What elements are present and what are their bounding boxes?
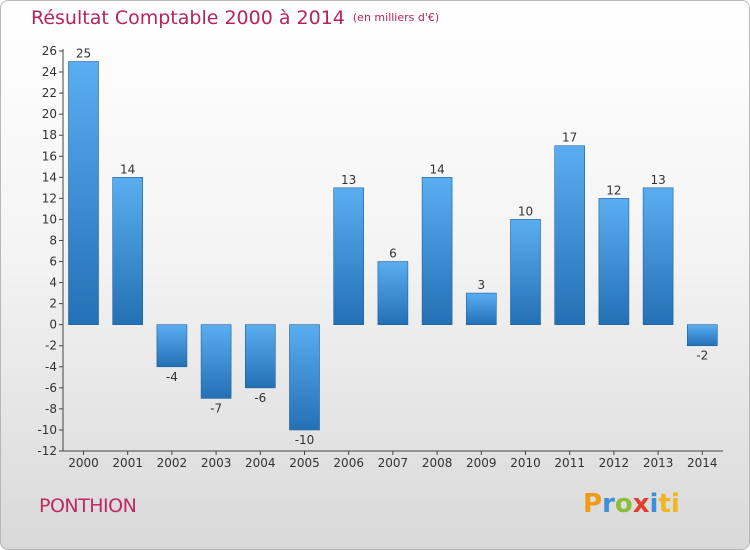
y-tick-label: 24 [42, 65, 57, 79]
y-tick-label: 10 [42, 212, 57, 226]
chart-title-text: Résultat Comptable 2000 à 2014 [31, 7, 345, 29]
data-label-2007: 6 [389, 247, 397, 261]
proxiti-logo: Proxiti [583, 489, 680, 519]
bar-2007 [377, 261, 409, 325]
y-tick-label: 20 [42, 107, 57, 121]
chart-title: Résultat Comptable 2000 à 2014 (en millie… [31, 7, 439, 29]
x-tick-label: 2010 [510, 456, 541, 470]
x-tick-label: 2003 [201, 456, 232, 470]
bar-2011 [554, 145, 586, 325]
bars [68, 61, 718, 431]
y-tick-label: 14 [42, 170, 57, 184]
y-tick-label: -4 [45, 360, 57, 374]
x-tick-label: 2002 [157, 456, 188, 470]
y-tick-label: -10 [37, 423, 57, 437]
x-axis: 2000 2001 2002 2003 2004 2005 2006 2007 2008 2009… [63, 450, 723, 470]
bar-2005 [289, 324, 320, 431]
bar-2000 [68, 61, 99, 325]
y-tick-label: 26 [42, 44, 57, 58]
x-tick-label: 2008 [422, 456, 453, 470]
y-tick-label: -12 [37, 444, 57, 458]
y-tick-label: 6 [49, 255, 57, 269]
y-tick-label: 16 [42, 149, 57, 163]
data-label-2004: -6 [254, 391, 266, 405]
commune-name: PONTHION [39, 495, 137, 517]
x-tick-label: 2005 [289, 456, 320, 470]
data-label-2013: 13 [650, 173, 665, 187]
data-label-2010: 10 [518, 204, 533, 218]
bar-2002 [156, 324, 188, 368]
bar-2014 [686, 324, 718, 347]
y-tick-label: 2 [49, 297, 57, 311]
bar-2010 [510, 219, 541, 325]
data-labels: 25 14 -4 -7 -6 -10 13 6 14 3 10 17 12 13 -2 [76, 47, 708, 447]
data-label-2006: 13 [341, 173, 356, 187]
data-label-2014: -2 [696, 349, 708, 363]
bar-2006 [333, 187, 365, 325]
y-tick-label: 22 [42, 86, 57, 100]
bar-2009 [465, 292, 497, 325]
data-label-2009: 3 [477, 278, 485, 292]
y-tick-label: 0 [49, 318, 57, 332]
data-label-2012: 12 [606, 183, 621, 197]
x-tick-label: 2001 [112, 456, 143, 470]
y-tick-label: 18 [42, 128, 57, 142]
x-tick-label: 2014 [687, 456, 718, 470]
bar-2012 [598, 198, 630, 325]
y-tick-label: -6 [45, 381, 57, 395]
y-tick-label: -2 [45, 339, 57, 353]
bar-2003 [200, 324, 232, 399]
x-tick-label: 2011 [554, 456, 585, 470]
data-label-2008: 14 [429, 162, 444, 176]
x-tick-label: 2009 [466, 456, 497, 470]
bar-2008 [421, 177, 453, 325]
data-label-2003: -7 [210, 401, 222, 415]
data-label-2000: 25 [76, 47, 91, 61]
data-label-2002: -4 [166, 370, 178, 384]
x-tick-label: 2012 [599, 456, 630, 470]
y-tick-label: 4 [49, 276, 57, 290]
data-label-2005: -10 [295, 433, 315, 447]
data-label-2011: 17 [562, 131, 577, 145]
y-tick-label: -8 [45, 402, 57, 416]
data-label-2001: 14 [120, 162, 135, 176]
x-tick-label: 2000 [68, 456, 99, 470]
bar-2013 [642, 187, 674, 325]
x-tick-label: 2013 [643, 456, 674, 470]
bar-2004 [245, 324, 276, 389]
x-tick-label: 2007 [378, 456, 409, 470]
x-tick-label: 2004 [245, 456, 276, 470]
x-tick-label: 2006 [333, 456, 364, 470]
bar-2001 [112, 177, 143, 325]
y-tick-label: 8 [49, 233, 57, 247]
chart-subtitle: (en milliers d'€) [352, 11, 440, 24]
y-tick-label: 12 [42, 191, 57, 205]
